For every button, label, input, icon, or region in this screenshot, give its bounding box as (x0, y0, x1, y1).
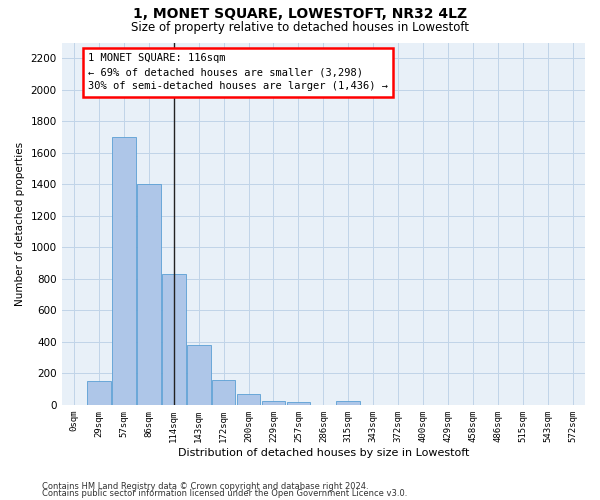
Y-axis label: Number of detached properties: Number of detached properties (15, 142, 25, 306)
Bar (262, 401, 286, 405)
Text: Contains public sector information licensed under the Open Government Licence v3: Contains public sector information licen… (42, 489, 407, 498)
Text: 1 MONET SQUARE: 116sqm
← 69% of detached houses are smaller (3,298)
30% of semi-: 1 MONET SQUARE: 116sqm ← 69% of detached… (88, 54, 388, 92)
X-axis label: Distribution of detached houses by size in Lowestoft: Distribution of detached houses by size … (178, 448, 469, 458)
Bar (237, 394, 260, 405)
Bar (112, 137, 136, 405)
Text: Contains HM Land Registry data © Crown copyright and database right 2024.: Contains HM Land Registry data © Crown c… (42, 482, 368, 491)
Bar (162, 274, 185, 405)
Text: 1, MONET SQUARE, LOWESTOFT, NR32 4LZ: 1, MONET SQUARE, LOWESTOFT, NR32 4LZ (133, 8, 467, 22)
Bar (87, 381, 111, 405)
Bar (337, 401, 360, 405)
Bar (137, 184, 161, 405)
Text: Size of property relative to detached houses in Lowestoft: Size of property relative to detached ho… (131, 21, 469, 34)
Bar (212, 380, 235, 405)
Bar (287, 402, 310, 405)
Bar (187, 345, 211, 405)
